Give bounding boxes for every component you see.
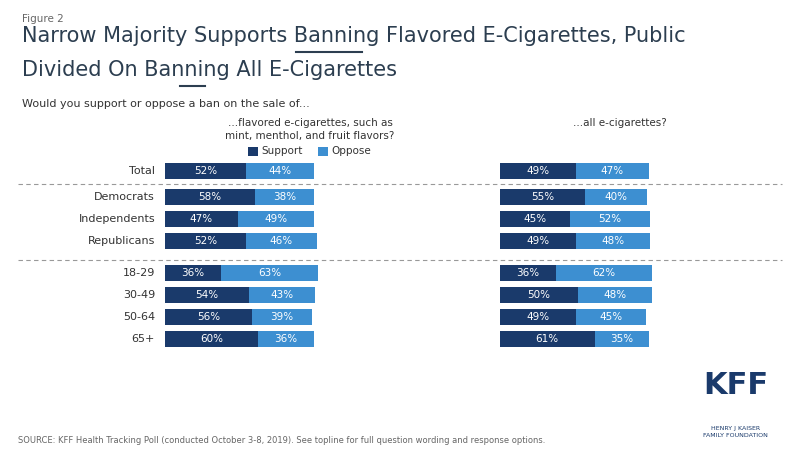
Text: Republicans: Republicans [88,236,155,246]
Bar [221,265,318,281]
Text: 36%: 36% [274,334,298,344]
Bar [165,331,258,347]
Text: 43%: 43% [270,290,294,300]
Bar [165,309,252,325]
Text: 35%: 35% [610,334,634,344]
Text: Oppose: Oppose [331,147,370,157]
Text: 46%: 46% [270,236,293,246]
Text: Narrow Majority Supports Banning Flavored E-Cigarettes, Public: Narrow Majority Supports Banning Flavore… [22,26,686,46]
Bar [576,233,650,249]
Bar [165,287,249,303]
Text: 48%: 48% [603,290,626,300]
Text: 49%: 49% [526,236,550,246]
Text: mint, menthol, and fruit flavors?: mint, menthol, and fruit flavors? [226,131,394,141]
Text: 36%: 36% [182,268,205,278]
Text: Total: Total [129,166,155,176]
Text: 56%: 56% [197,312,220,322]
Text: 58%: 58% [198,192,222,202]
Bar [165,265,221,281]
Bar [165,189,255,205]
Text: Independents: Independents [78,214,155,224]
Bar [246,233,317,249]
Bar [500,265,556,281]
Bar [500,211,570,227]
Text: 47%: 47% [190,214,213,224]
Text: 30-49: 30-49 [122,290,155,300]
Text: 49%: 49% [526,166,550,176]
Text: 49%: 49% [526,312,550,322]
Text: 50-64: 50-64 [123,312,155,322]
Text: 62%: 62% [592,268,615,278]
Bar [255,189,314,205]
Bar [500,163,576,179]
Text: 45%: 45% [599,312,622,322]
Text: 48%: 48% [602,236,625,246]
Bar [586,189,647,205]
Bar [165,163,246,179]
Bar [570,211,650,227]
Text: 45%: 45% [523,214,546,224]
Text: 36%: 36% [516,268,539,278]
Text: 44%: 44% [268,166,291,176]
Text: ...flavored e-cigarettes, such as: ...flavored e-cigarettes, such as [227,118,393,128]
Text: 40%: 40% [605,192,628,202]
Text: 52%: 52% [598,214,622,224]
Text: 47%: 47% [601,166,624,176]
Text: 38%: 38% [273,192,296,202]
Text: 49%: 49% [264,214,287,224]
Text: 50%: 50% [527,290,550,300]
Bar [578,287,652,303]
Bar [500,189,586,205]
Bar [258,331,314,347]
Bar [318,147,328,156]
Bar [165,233,246,249]
Text: 60%: 60% [200,334,223,344]
Text: 39%: 39% [270,312,294,322]
Text: 55%: 55% [531,192,554,202]
Bar [246,163,314,179]
Text: Divided On Banning All E-Cigarettes: Divided On Banning All E-Cigarettes [22,60,397,80]
Text: 18-29: 18-29 [122,268,155,278]
Text: Democrats: Democrats [94,192,155,202]
Text: 63%: 63% [258,268,281,278]
Bar [576,163,649,179]
Bar [238,211,314,227]
Bar [248,147,258,156]
Text: 54%: 54% [195,290,218,300]
Text: SOURCE: KFF Health Tracking Poll (conducted October 3-8, 2019). See topline for : SOURCE: KFF Health Tracking Poll (conduc… [18,436,546,445]
Text: 52%: 52% [194,236,217,246]
Bar [556,265,652,281]
Bar [500,331,594,347]
Bar [576,309,646,325]
Bar [500,287,578,303]
Bar [165,211,238,227]
Text: 61%: 61% [536,334,559,344]
Bar [594,331,649,347]
Text: ...all e-cigarettes?: ...all e-cigarettes? [573,118,667,128]
Bar [249,287,315,303]
Text: Figure 2: Figure 2 [22,14,64,24]
Text: KFF: KFF [703,371,768,400]
Text: Would you support or oppose a ban on the sale of...: Would you support or oppose a ban on the… [22,99,310,109]
Bar [252,309,312,325]
Bar [500,309,576,325]
Text: Support: Support [261,147,302,157]
Text: HENRY J KAISER
FAMILY FOUNDATION: HENRY J KAISER FAMILY FOUNDATION [703,427,768,438]
Text: 52%: 52% [194,166,217,176]
Bar [500,233,576,249]
Text: 65+: 65+ [132,334,155,344]
